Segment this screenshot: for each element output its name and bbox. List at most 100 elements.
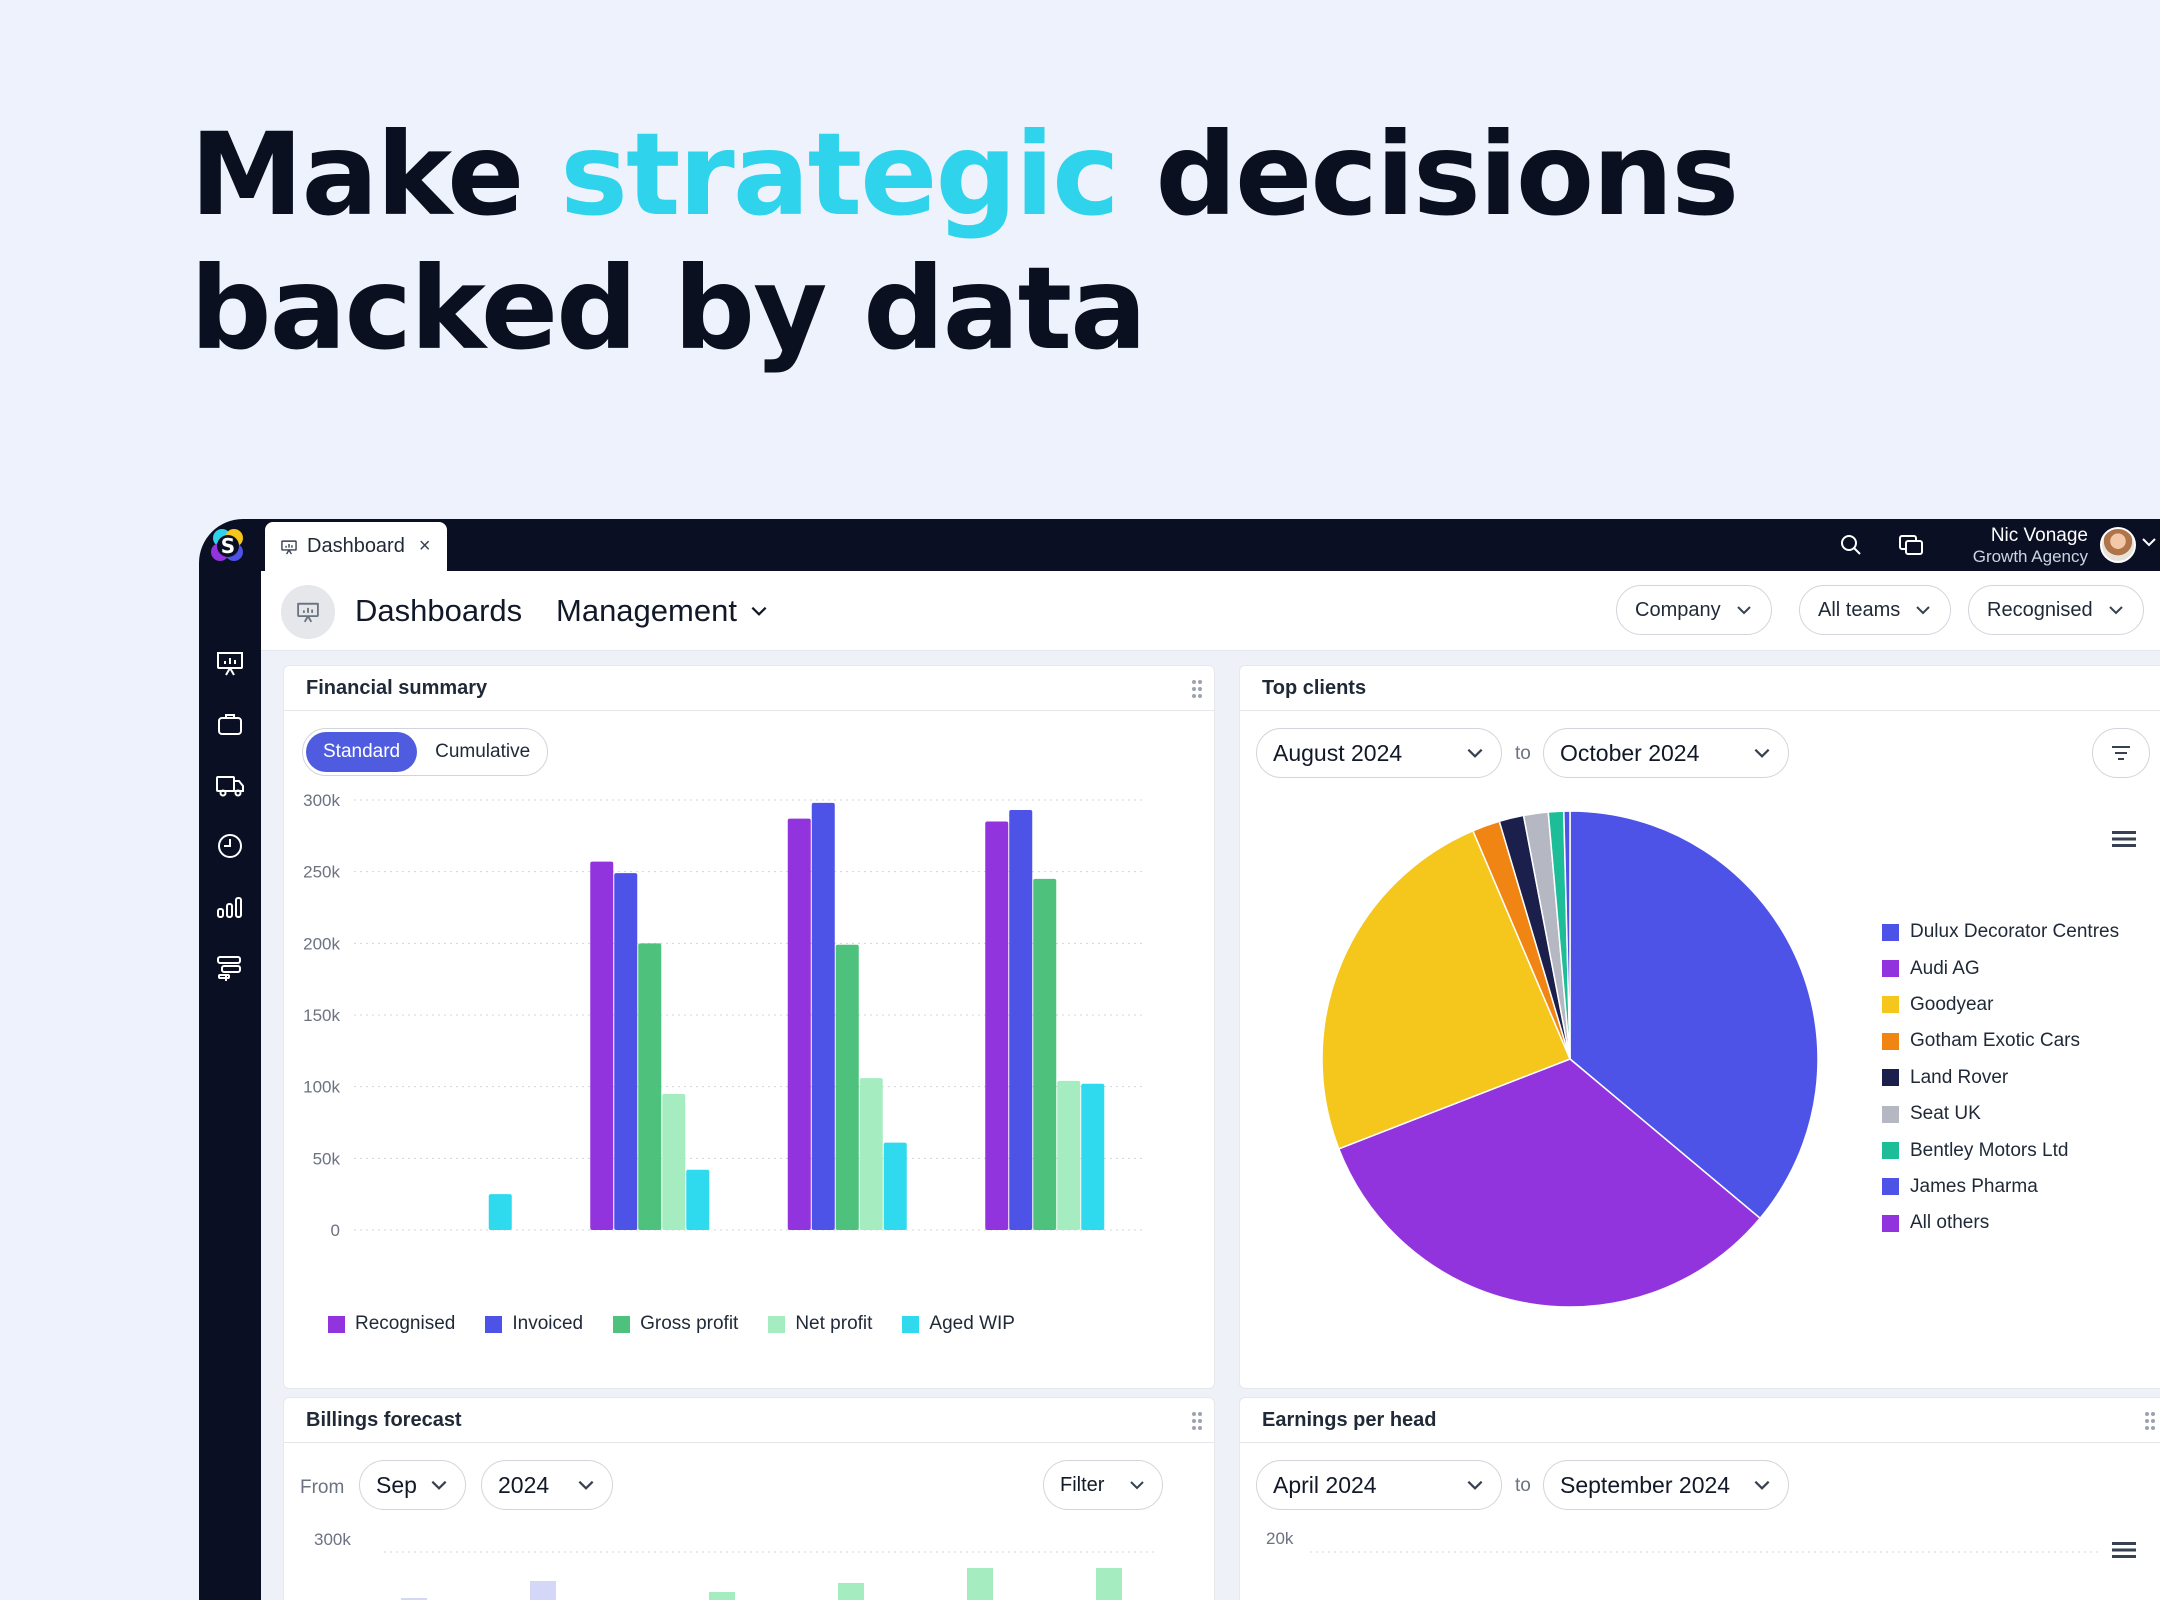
- bar-recognised-jul[interactable]: [590, 861, 614, 1230]
- legend-item-dulux-decorator-centres[interactable]: Dulux Decorator Centres: [1882, 914, 2119, 950]
- chevron-down-icon: [431, 1480, 447, 1490]
- pie-slice-james-pharma[interactable]: [1562, 810, 1571, 1060]
- bar-gross-profit-aug[interactable]: [835, 944, 859, 1230]
- chevron-down-icon: [751, 606, 767, 616]
- bar-recognised-sep[interactable]: [985, 821, 1009, 1231]
- legend-item-bentley-motors-ltd[interactable]: Bentley Motors Ltd: [1882, 1132, 2119, 1168]
- sort-button[interactable]: [2092, 728, 2150, 778]
- briefcase-icon[interactable]: [213, 707, 247, 741]
- top-clients-card: Top clients August 2024 to October 2024 …: [1239, 665, 2160, 1389]
- bar-chart-icon[interactable]: [213, 890, 247, 924]
- avatar[interactable]: [2100, 527, 2136, 563]
- earnings-per-head-card: Earnings per head April 2024 to Septembe…: [1239, 1397, 2160, 1600]
- bar-gross-profit-jul[interactable]: [638, 943, 662, 1230]
- financial-bar-chart: 050k100k150k200k250k300kOlderJulAugSep: [303, 791, 1144, 1240]
- bar-invoiced-jul[interactable]: [614, 873, 638, 1230]
- bar-invoiced-aug[interactable]: [811, 802, 835, 1230]
- dashboard-name: Management: [556, 593, 737, 628]
- y-axis-tick: 300k: [314, 1530, 351, 1549]
- pie-slice-audi-ag[interactable]: [1337, 1058, 1762, 1308]
- legend-item-gotham-exotic-cars[interactable]: Gotham Exotic Cars: [1882, 1023, 2119, 1059]
- legend-item-goodyear[interactable]: Goodyear: [1882, 987, 2119, 1023]
- from-month-select[interactable]: August 2024: [1256, 728, 1502, 778]
- dashboard-selector[interactable]: Management: [556, 593, 769, 629]
- toggle-standard[interactable]: Standard: [306, 732, 418, 772]
- legend-label: Land Rover: [1910, 1066, 2009, 1088]
- close-icon[interactable]: ×: [418, 535, 431, 557]
- filter-label: All teams: [1818, 598, 1901, 621]
- to-month-select[interactable]: October 2024: [1543, 728, 1789, 778]
- select-value: 2024: [498, 1471, 550, 1498]
- windows-icon[interactable]: [1897, 531, 1925, 559]
- to-label: to: [1515, 743, 1531, 764]
- from-label: From: [300, 1477, 345, 1498]
- legend-swatch: [1882, 1142, 1899, 1160]
- chevron-down-icon: [1754, 1480, 1770, 1490]
- to-month-select[interactable]: September 2024: [1543, 1460, 1789, 1510]
- bar-gross-profit-sep[interactable]: [1033, 878, 1057, 1230]
- pie-slice-goodyear[interactable]: [1321, 829, 1571, 1150]
- year-select[interactable]: 2024: [481, 1460, 613, 1510]
- bar-aged-wip-older[interactable]: [488, 1194, 512, 1230]
- drag-handle-icon[interactable]: [1190, 678, 1204, 700]
- legend-item-net-profit[interactable]: Net profit: [768, 1313, 872, 1335]
- filter-recognised[interactable]: Recognised: [1968, 585, 2144, 635]
- headline-accent: strategic: [560, 108, 1120, 241]
- presentation-icon[interactable]: [213, 646, 247, 680]
- from-month-select[interactable]: April 2024: [1256, 1460, 1502, 1510]
- legend-item-recognised[interactable]: Recognised: [328, 1313, 455, 1335]
- chevron-down-icon: [1736, 606, 1751, 615]
- filter-company[interactable]: Company: [1616, 585, 1772, 635]
- legend-item-seat-uk[interactable]: Seat UK: [1882, 1096, 2119, 1132]
- user-menu[interactable]: Nic Vonage Growth Agency: [1973, 525, 2088, 567]
- truck-icon[interactable]: [213, 768, 247, 802]
- bar-aged-wip-sep[interactable]: [1081, 1083, 1105, 1230]
- headline-text: Make: [190, 108, 561, 241]
- app-window: S Dashboard × Nic Vonage Growth Agency D…: [199, 519, 2160, 1600]
- y-tick-label: 250k: [303, 863, 340, 882]
- drag-handle-icon[interactable]: [1190, 1410, 1204, 1432]
- pie-slice-dulux-decorator-centres[interactable]: [1569, 810, 1819, 1220]
- legend-item-audi-ag[interactable]: Audi AG: [1882, 950, 2119, 986]
- toggle-cumulative[interactable]: Cumulative: [435, 741, 531, 762]
- chevron-down-icon[interactable]: [2140, 533, 2158, 551]
- legend-item-gross-profit[interactable]: Gross profit: [613, 1313, 738, 1335]
- hamburger-menu-icon[interactable]: [2110, 1538, 2138, 1562]
- legend-item-aged-wip[interactable]: Aged WIP: [902, 1313, 1015, 1335]
- bar-aged-wip-jul[interactable]: [686, 1169, 710, 1230]
- gantt-icon[interactable]: [213, 951, 247, 985]
- bar-net-profit-aug[interactable]: [859, 1078, 883, 1230]
- legend-item-land-rover[interactable]: Land Rover: [1882, 1060, 2119, 1096]
- billings-forecast-card: Billings forecast From Sep 2024 Filter 3…: [283, 1397, 1215, 1600]
- legend-item-all-others[interactable]: All others: [1882, 1205, 2119, 1241]
- filter-button[interactable]: Filter: [1043, 1460, 1163, 1510]
- bar-net-profit-sep[interactable]: [1057, 1080, 1081, 1230]
- tab-dashboard[interactable]: Dashboard ×: [265, 522, 447, 571]
- month-select[interactable]: Sep: [359, 1460, 466, 1510]
- sidebar: S: [199, 519, 261, 1600]
- bar: [709, 1592, 735, 1600]
- bar-recognised-aug[interactable]: [787, 818, 811, 1230]
- clock-icon[interactable]: [213, 829, 247, 863]
- headline-line-2: backed by data: [190, 242, 1147, 375]
- legend-label: Net profit: [795, 1313, 873, 1334]
- search-icon[interactable]: [1837, 531, 1865, 559]
- legend-label: Gross profit: [640, 1313, 739, 1334]
- bar-invoiced-sep[interactable]: [1009, 810, 1033, 1230]
- chevron-down-icon: [1916, 606, 1930, 615]
- legend-swatch: [1882, 960, 1899, 978]
- legend-item-james-pharma[interactable]: James Pharma: [1882, 1169, 2119, 1205]
- hamburger-menu-icon[interactable]: [2110, 827, 2138, 851]
- bar-net-profit-jul[interactable]: [662, 1093, 686, 1230]
- legend-item-invoiced[interactable]: Invoiced: [485, 1313, 583, 1335]
- view-toggle[interactable]: Standard Cumulative: [302, 728, 549, 776]
- legend-swatch: [1882, 923, 1899, 941]
- legend-swatch: [1882, 1178, 1899, 1196]
- drag-handle-icon[interactable]: [2143, 1410, 2157, 1432]
- filter-teams[interactable]: All teams: [1799, 585, 1952, 635]
- bar-aged-wip-aug[interactable]: [883, 1142, 907, 1230]
- card-title: Top clients: [1262, 677, 1367, 699]
- earnings-preview-chart: [1310, 1551, 2100, 1553]
- legend-swatch: [1882, 1069, 1899, 1087]
- card-title: Financial summary: [306, 677, 488, 699]
